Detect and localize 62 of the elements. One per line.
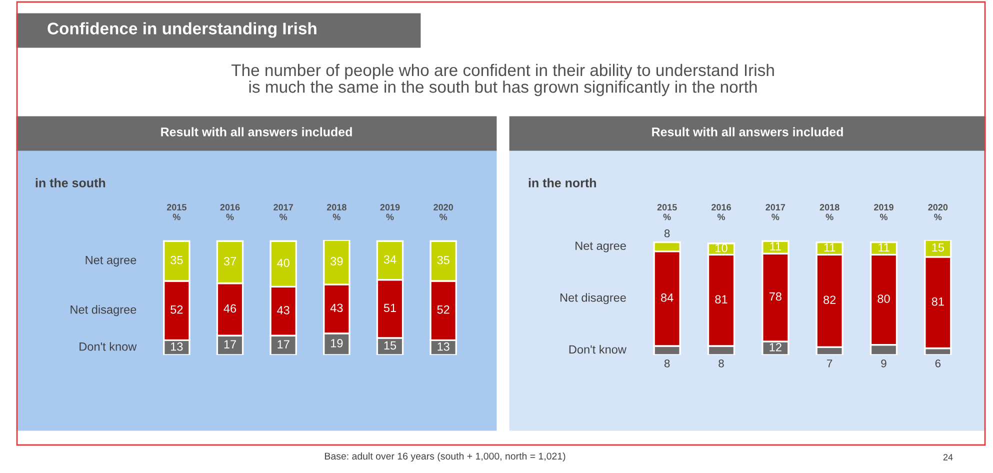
data-label: 35 bbox=[437, 256, 450, 264]
data-label: 81 bbox=[932, 297, 944, 306]
text: Net disagree bbox=[560, 293, 626, 304]
data-label: 15 bbox=[932, 243, 944, 252]
x-tick-label: 2017 % bbox=[274, 204, 293, 220]
data-label: 37 bbox=[224, 257, 236, 266]
text: Net disagree bbox=[70, 305, 136, 316]
data-label: 78 bbox=[769, 292, 782, 301]
x-tick-label: 2015 % bbox=[166, 204, 186, 220]
data-label: 8 bbox=[664, 229, 670, 238]
data-label: 51 bbox=[384, 304, 396, 312]
x-tick-label: 2015 % bbox=[657, 204, 677, 220]
text: The number of people who are confident in their ability to understand Irish is much the same in the south but has grown significantly in the north bbox=[231, 64, 774, 96]
data-label: 43 bbox=[277, 306, 290, 314]
text: Base: adult over 16 years (south + 1,000, north = 1,021) bbox=[325, 452, 566, 462]
data-label: 39 bbox=[330, 257, 343, 266]
data-label: 6 bbox=[935, 359, 941, 368]
x-tick-label: 2018 % bbox=[820, 204, 840, 220]
data-label: 9 bbox=[881, 359, 886, 368]
data-label: 52 bbox=[170, 305, 183, 314]
data-label: 11 bbox=[770, 242, 781, 250]
data-label: 84 bbox=[661, 293, 674, 302]
x-tick-label: 2016 % bbox=[220, 204, 240, 220]
x-tick-label: 2016 % bbox=[712, 204, 731, 220]
data-label: 10 bbox=[716, 244, 728, 252]
data-label: 43 bbox=[330, 304, 343, 312]
x-tick-label: 2020 % bbox=[434, 204, 454, 220]
data-label: 17 bbox=[224, 340, 236, 348]
data-label: 40 bbox=[277, 258, 290, 268]
text: Net agree bbox=[576, 242, 626, 252]
data-label: 11 bbox=[824, 243, 836, 252]
text: Net agree bbox=[86, 256, 136, 267]
data-label: 13 bbox=[438, 342, 450, 351]
data-label: 8 bbox=[718, 359, 724, 368]
text: Confidence in understanding Irish bbox=[48, 22, 316, 38]
chart-subtitle: in the north bbox=[528, 178, 596, 188]
data-label: 11 bbox=[878, 243, 890, 252]
data-label: 46 bbox=[224, 304, 236, 313]
x-tick-label: 2019 % bbox=[380, 204, 400, 220]
text: Don't know bbox=[80, 342, 137, 351]
data-label: 12 bbox=[770, 343, 782, 352]
data-label: 13 bbox=[171, 342, 183, 351]
data-label: 8 bbox=[664, 359, 670, 368]
data-label: 80 bbox=[878, 294, 890, 303]
data-label: 19 bbox=[331, 338, 343, 348]
data-label: 17 bbox=[278, 340, 290, 348]
x-tick-label: 2018 % bbox=[326, 204, 346, 220]
text: Don't know bbox=[569, 344, 626, 354]
data-label: 82 bbox=[824, 296, 836, 304]
chart-title: Result with all answers included bbox=[652, 127, 843, 136]
chart-subtitle: in the south bbox=[36, 178, 106, 188]
text: 24 bbox=[943, 454, 953, 460]
x-tick-label: 2020 % bbox=[928, 204, 948, 220]
data-label: 81 bbox=[715, 295, 728, 304]
x-tick-label: 2017 % bbox=[766, 204, 786, 220]
data-label: 15 bbox=[384, 341, 396, 350]
data-label: 35 bbox=[170, 256, 183, 264]
data-label: 52 bbox=[437, 305, 450, 314]
data-label: 34 bbox=[384, 255, 396, 264]
chart-title: Result with all answers included bbox=[161, 127, 352, 136]
x-tick-label: 2019 % bbox=[874, 204, 894, 220]
data-label: 7 bbox=[827, 360, 832, 368]
